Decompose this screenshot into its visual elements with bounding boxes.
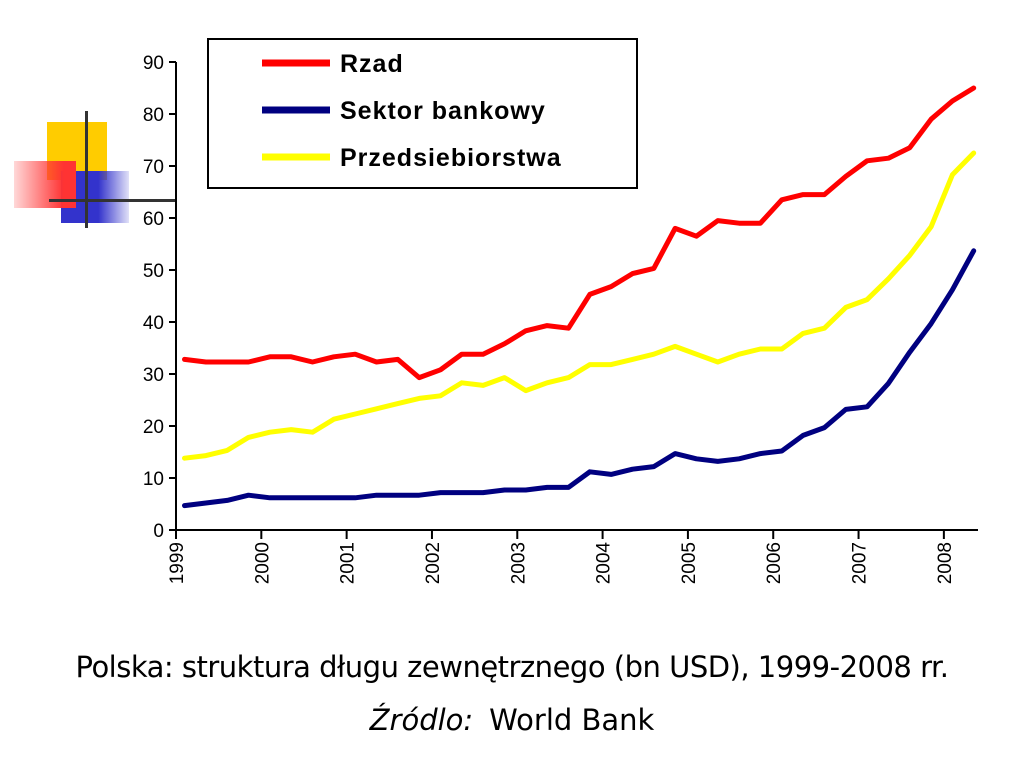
series-lines	[182, 85, 977, 509]
legend-label: Przedsiebiorstwa	[340, 144, 562, 172]
x-tick-label: 2001	[338, 542, 359, 584]
legend-label: Sektor bankowy	[340, 97, 546, 125]
x-tick-label: 2008	[935, 542, 956, 584]
source-value: World Bank	[489, 703, 655, 737]
x-tick-label: 1999	[167, 542, 188, 584]
x-tick-label: 2006	[764, 542, 785, 584]
y-tick-label: 50	[143, 261, 164, 282]
series-line-0	[182, 85, 977, 381]
x-tick-label: 2005	[679, 542, 700, 584]
decor-horizontal-line	[49, 199, 176, 202]
x-tick-label: 2000	[252, 542, 273, 584]
y-tick-label: 80	[143, 105, 164, 126]
source-label: Źródlo:	[369, 703, 474, 737]
y-tick-label: 0	[153, 521, 164, 542]
y-tick-label: 20	[143, 417, 164, 438]
x-tick-label: 2002	[423, 542, 444, 584]
series-line-1	[182, 248, 977, 509]
legend: Rzad Sektor bankowy Przedsiebiorstwa	[207, 38, 638, 189]
y-tick-label: 30	[143, 365, 164, 386]
series-line-2	[182, 150, 977, 461]
x-tick-label: 2004	[594, 542, 615, 585]
y-tick-label: 70	[143, 157, 164, 178]
y-tick-label: 60	[143, 209, 164, 230]
chart-caption: Polska: struktura długu zewnętrznego (bn…	[75, 650, 949, 684]
line-chart: 0 10 20 30 40 50 60 70 80 90 1999 2000 2001 2002 2003 2…	[143, 38, 978, 584]
x-tick-label: 2007	[850, 542, 871, 584]
decor-vertical-line	[85, 111, 88, 228]
source-line: Źródlo: World Bank	[0, 703, 1024, 737]
y-tick-label: 40	[143, 313, 164, 334]
legend-label: Rzad	[340, 50, 404, 78]
x-tick-label: 2003	[508, 542, 529, 584]
y-tick-label: 90	[143, 53, 164, 74]
axes: 0 10 20 30 40 50 60 70 80 90 1999 2000 2001 2002 2003 2…	[143, 53, 978, 584]
y-tick-label: 10	[143, 469, 164, 490]
